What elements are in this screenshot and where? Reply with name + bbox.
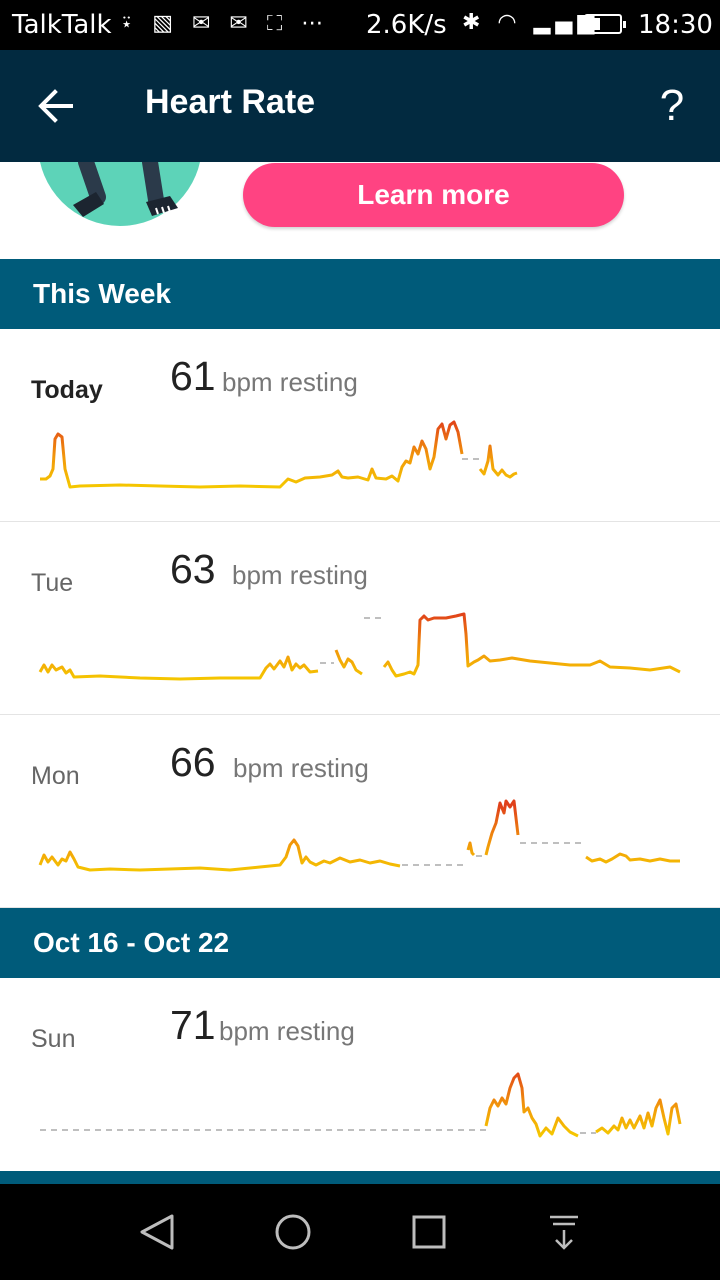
home-nav-button[interactable] [275,1214,311,1250]
square-recents-icon [412,1215,446,1249]
app-bar: Heart Rate ? [0,50,720,162]
heart-rate-trace [40,420,518,489]
bpm-unit: bpm resting [232,560,368,590]
status-bar: TalkTalk ⍣ ▧ ✉ ✉ ⛶ ⋯ 2.6K/s ✱ ◠ ▂▄▆ 18:3… [0,0,720,50]
page-title: Heart Rate [145,83,316,121]
notification-icons: ⍣ ▧ ✉ ✉ ⛶ ⋯ [120,11,330,36]
section-header-next [0,1171,720,1184]
section-header-this-week: This Week [0,259,720,329]
day-label: Today [31,376,103,404]
back-nav-button[interactable] [140,1214,174,1250]
resting-bpm-value: 61 [170,353,216,399]
day-label: Mon [31,762,80,790]
resting-bpm-value: 63 [170,546,216,592]
day-row-mon[interactable]: Mon 66 bpm resting [0,715,720,908]
heart-rate-trace [38,612,681,681]
section-header-oct-16-22: Oct 16 - Oct 22 [0,908,720,978]
triangle-back-icon [140,1214,174,1250]
system-icons: ✱ ◠ ▂▄▆ [462,10,600,35]
day-label: Sun [31,1025,76,1053]
resting-bpm-value: 66 [170,739,216,785]
back-arrow-icon [38,89,73,123]
walking-illustration [40,162,200,226]
heart-rate-trace [38,799,680,872]
bpm-unit: bpm resting [219,1016,355,1046]
navigation-bar [0,1184,720,1280]
heart-rate-trace [40,1072,682,1138]
resting-bpm-value: 71 [170,1002,216,1048]
bpm-unit: bpm resting [233,753,369,783]
day-row-today[interactable]: Today 61 bpm resting [0,329,720,522]
back-button[interactable] [28,78,84,134]
help-button[interactable]: ? [659,81,685,130]
bpm-unit: bpm resting [222,367,358,397]
notification-pull-button[interactable] [550,1215,578,1250]
carrier-name: TalkTalk [12,10,112,40]
day-row-tue[interactable]: Tue 63 bpm resting [0,522,720,715]
day-row-sun[interactable]: Sun 71 bpm resting [0,978,720,1171]
learn-more-button[interactable]: Learn more [243,163,624,227]
pull-down-icon [550,1215,578,1250]
circle-home-icon [275,1214,311,1250]
promo-card: Learn more [0,162,720,259]
battery-icon [584,14,626,34]
battery-fill [588,18,600,30]
day-label: Tue [31,569,74,597]
recents-nav-button[interactable] [412,1215,446,1249]
clock: 18:30 [638,10,713,40]
network-speed: 2.6K/s [366,10,447,40]
